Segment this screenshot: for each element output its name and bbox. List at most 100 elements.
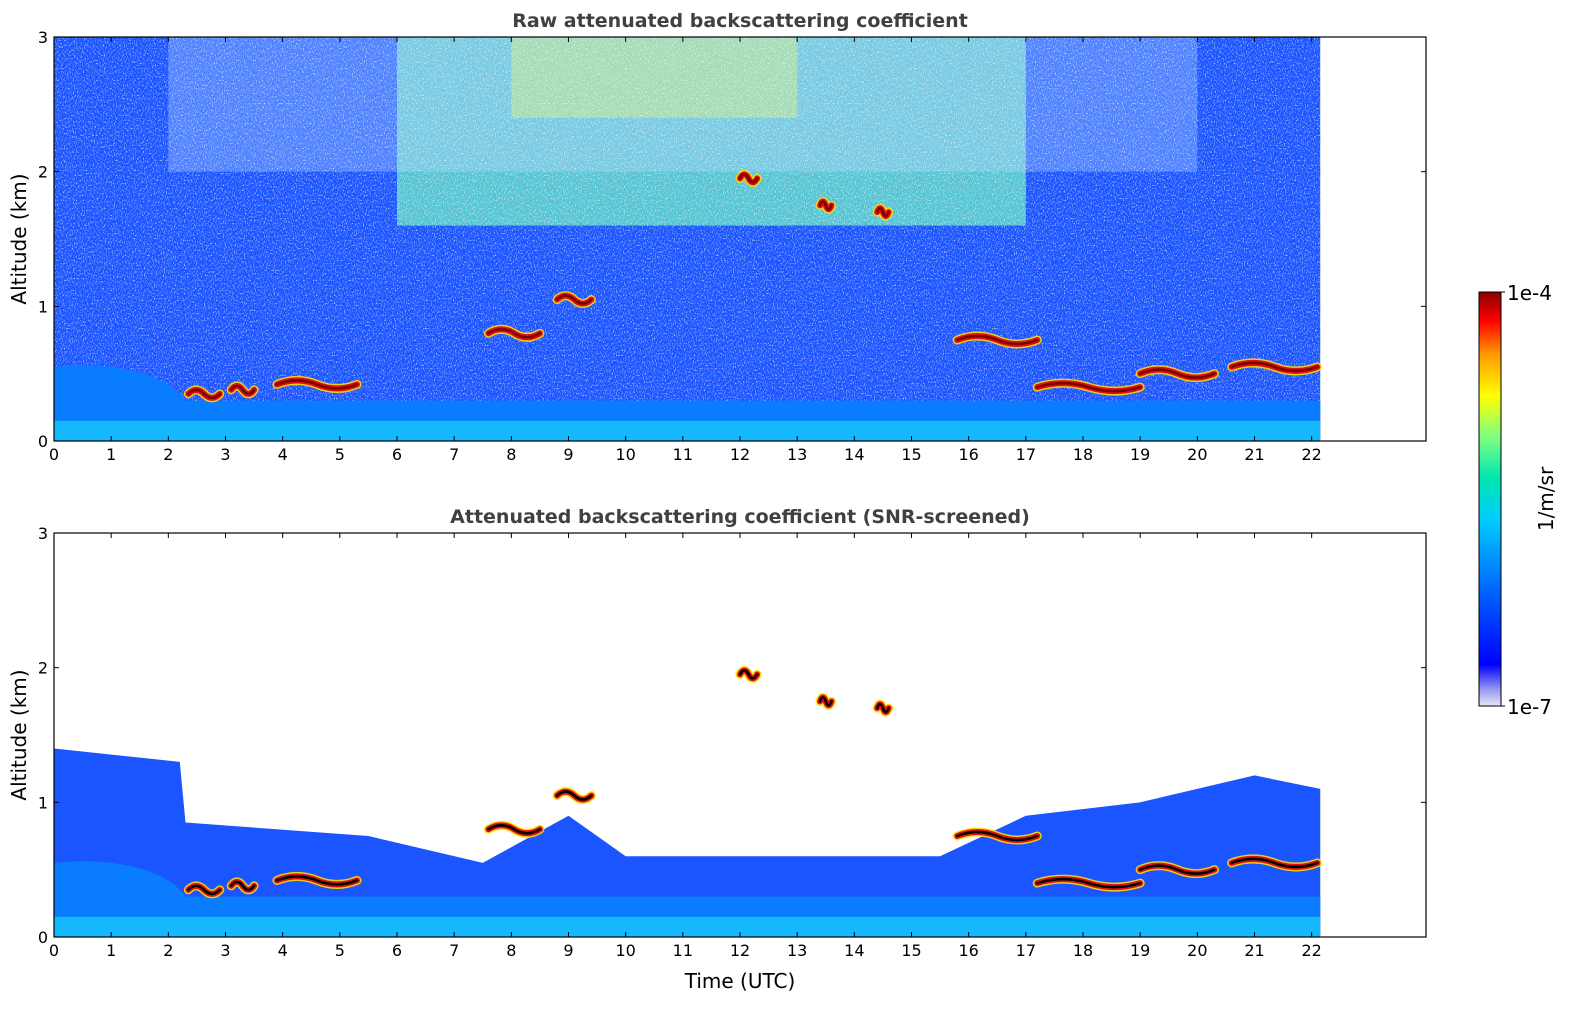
snr-cloud-layers (183, 666, 1322, 899)
x-tick-label: 4 (278, 941, 288, 960)
cloud-core-9 (1036, 381, 1142, 393)
x-tick-label: 14 (844, 445, 864, 464)
cloud-core-1 (229, 880, 256, 892)
x-tick-label: 10 (615, 445, 635, 464)
cloud-core-10 (1138, 368, 1216, 379)
x-tick-label: 1 (106, 445, 116, 464)
x-tick-label: 10 (615, 941, 635, 960)
cloud-core-7 (875, 702, 890, 714)
x-tick-label: 21 (1244, 941, 1264, 960)
cloud-core-4 (555, 294, 593, 305)
cloud-core-4 (555, 790, 593, 801)
raw-y-axis: 0 1 2 3 (38, 28, 1426, 451)
x-tick-label: 22 (1301, 445, 1321, 464)
x-tick-label: 2 (163, 941, 173, 960)
cloud-core-6 (818, 696, 833, 707)
cloud-core-5 (738, 173, 759, 184)
x-tick-label: 7 (449, 941, 459, 960)
raw-heatmap-field (54, 37, 1321, 441)
cloud-core-3 (487, 328, 542, 339)
x-tick-label: 17 (1016, 941, 1036, 960)
x-tick-label: 19 (1130, 445, 1150, 464)
x-tick-label: 2 (163, 445, 173, 464)
x-tick-label: 0 (49, 941, 59, 960)
snr-x-axis: 0 1 2 3 4 5 6 7 8 9 10 11 12 13 14 15 16 17 18 19 20 21 22 (49, 533, 1322, 960)
y-tick-label: 3 (38, 28, 48, 47)
snr-heatmap-field (54, 748, 1321, 937)
cloud-core-10 (1138, 864, 1216, 875)
x-tick-label: 22 (1301, 941, 1321, 960)
x-tick-label: 9 (563, 445, 573, 464)
x-tick-label: 13 (787, 445, 807, 464)
x-tick-label: 18 (1073, 941, 1093, 960)
x-tick-label: 18 (1073, 445, 1093, 464)
y-tick-label: 0 (38, 432, 48, 451)
snr-screened-panel: Attenuated backscattering coefficient (S… (7, 506, 1427, 993)
x-tick-label: 19 (1130, 941, 1150, 960)
raw-x-axis: 0 1 2 3 4 5 6 7 8 9 10 11 12 13 14 15 16 17 18 19 20 21 22 (49, 37, 1322, 464)
cloud-core-2 (275, 875, 359, 886)
x-tick-label: 5 (335, 941, 345, 960)
cloud-core-1 (229, 384, 256, 396)
y-tick-label: 2 (38, 659, 48, 678)
y-tick-label: 3 (38, 524, 48, 543)
x-tick-label: 15 (901, 941, 921, 960)
surface-layer (54, 916, 1321, 937)
x-tick-label: 4 (278, 445, 288, 464)
x-tick-label: 6 (392, 941, 402, 960)
cloud-core-3 (487, 824, 542, 835)
raw-panel-title: Raw attenuated backscattering coefficien… (512, 10, 968, 32)
surface-layer (54, 420, 1321, 441)
y-tick-label: 1 (38, 793, 48, 812)
raw-y-axis-label: Altitude (km) (7, 173, 31, 304)
raw-field-sparse (168, 37, 1198, 172)
x-tick-label: 5 (335, 445, 345, 464)
cloud-core-0 (187, 884, 222, 896)
raw-backscatter-panel: Raw attenuated backscattering coefficien… (7, 10, 1427, 464)
y-tick-label: 0 (38, 928, 48, 947)
x-tick-label: 9 (563, 941, 573, 960)
x-tick-label: 12 (730, 445, 750, 464)
colorbar-min-label: 1e-7 (1507, 695, 1552, 719)
x-tick-label: 21 (1244, 445, 1264, 464)
x-tick-label: 3 (220, 941, 230, 960)
x-tick-label: 20 (1187, 941, 1207, 960)
x-tick-label: 8 (506, 941, 516, 960)
snr-field-base (54, 748, 1321, 937)
y-tick-label: 1 (38, 297, 48, 316)
cloud-core-8 (955, 830, 1039, 842)
colorbar: 1e-4 1e-7 1/m/sr (1478, 281, 1558, 719)
x-tick-label: 7 (449, 445, 459, 464)
cloud-core-2 (275, 379, 359, 390)
x-tick-label: 14 (844, 941, 864, 960)
x-axis-label: Time (UTC) (684, 969, 796, 993)
cloud-core-9 (1036, 877, 1142, 889)
cloud-core-8 (955, 334, 1039, 346)
x-tick-label: 6 (392, 445, 402, 464)
y-tick-label: 2 (38, 163, 48, 182)
x-tick-label: 11 (673, 445, 693, 464)
x-tick-label: 1 (106, 941, 116, 960)
colorbar-max-label: 1e-4 (1507, 281, 1552, 305)
raw-cloud-layers (183, 170, 1322, 403)
x-tick-label: 13 (787, 941, 807, 960)
x-tick-label: 0 (49, 445, 59, 464)
snr-panel-title: Attenuated backscattering coefficient (S… (450, 506, 1030, 528)
cloud-core-0 (187, 388, 222, 400)
x-tick-label: 20 (1187, 445, 1207, 464)
colorbar-unit-label: 1/m/sr (1534, 466, 1558, 531)
colorbar-gradient (1478, 291, 1502, 707)
x-tick-label: 11 (673, 941, 693, 960)
snr-y-axis: 0 1 2 3 (38, 524, 1426, 947)
cloud-core-11 (1230, 857, 1319, 869)
x-tick-label: 16 (958, 445, 978, 464)
cloud-core-6 (818, 200, 833, 211)
x-tick-label: 3 (220, 445, 230, 464)
cloud-core-5 (738, 669, 759, 680)
cloud-core-11 (1230, 361, 1319, 373)
snr-y-axis-label: Altitude (km) (7, 669, 31, 800)
x-tick-label: 17 (1016, 445, 1036, 464)
cloud-core-7 (875, 206, 890, 218)
x-tick-label: 15 (901, 445, 921, 464)
